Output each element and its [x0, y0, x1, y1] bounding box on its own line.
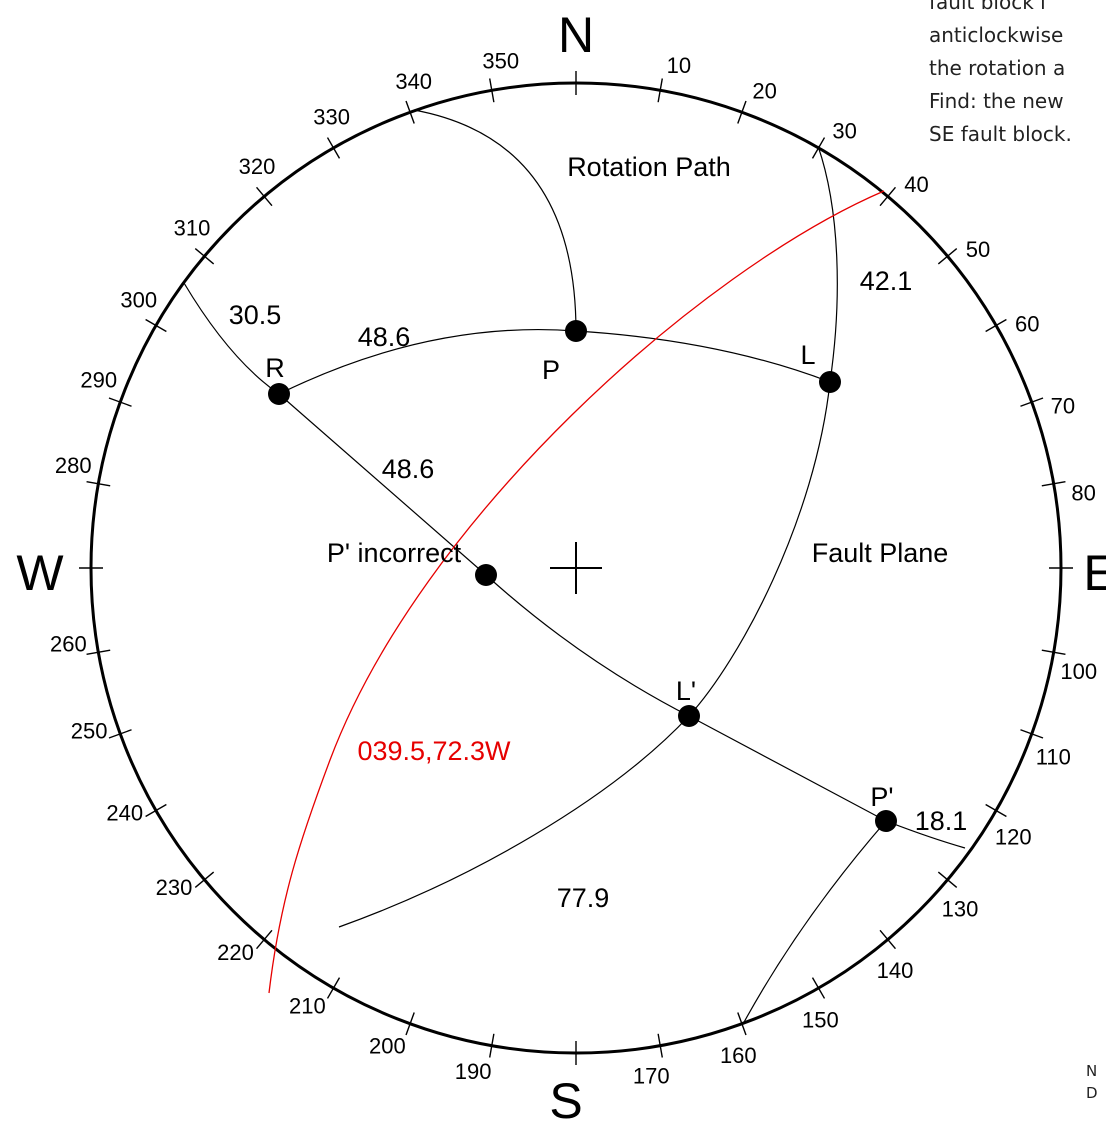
azimuth-label-340: 340	[395, 69, 432, 94]
azimuth-label-130: 130	[942, 896, 979, 921]
azimuth-label-200: 200	[369, 1033, 406, 1058]
point-r-label: R	[265, 353, 285, 383]
corner-note-line-2: D	[1086, 1084, 1098, 1102]
azimuth-label-210: 210	[289, 993, 326, 1018]
azimuth-label-160: 160	[720, 1043, 757, 1068]
azimuth-label-330: 330	[313, 105, 350, 130]
azimuth-label-300: 300	[120, 287, 157, 312]
point-l-label: L	[800, 340, 815, 370]
problem-text-line-4: Find: the new	[929, 89, 1064, 113]
azimuth-label-350: 350	[482, 48, 519, 73]
angle-48-6-lower: 48.6	[382, 454, 435, 484]
azimuth-label-260: 260	[50, 631, 87, 656]
p-prime-to-160-arc	[742, 820, 887, 1025]
fault-plane-label: Fault Plane	[812, 538, 949, 568]
azimuth-label-80: 80	[1071, 481, 1095, 506]
azimuth-label-280: 280	[55, 453, 92, 478]
azimuth-label-320: 320	[239, 154, 276, 179]
red-plane-label: 039.5,72.3W	[357, 736, 511, 766]
azimuth-label-50: 50	[966, 237, 990, 262]
azimuth-label-190: 190	[455, 1059, 492, 1084]
problem-text-line-5: SE fault block.	[929, 122, 1072, 146]
angle-48-6-upper: 48.6	[358, 322, 411, 352]
point-p-label: P	[542, 355, 560, 385]
angle-42-1: 42.1	[860, 266, 913, 296]
azimuth-label-60: 60	[1015, 312, 1039, 337]
problem-text-block: fault block i anticlockwise the rotation…	[929, 0, 1072, 151]
problem-text-line-1: fault block i	[929, 0, 1046, 14]
azimuth-label-10: 10	[667, 53, 691, 78]
azimuth-label-40: 40	[904, 172, 928, 197]
azimuth-label-170: 170	[633, 1064, 670, 1089]
azimuth-labels: 10 20 30 40 50 60 70 80 100 110 120 130 140 150 160 170…	[50, 48, 1097, 1088]
azimuth-label-230: 230	[156, 875, 193, 900]
azimuth-label-70: 70	[1051, 394, 1075, 419]
angle-18-1: 18.1	[915, 806, 968, 836]
azimuth-label-150: 150	[802, 1007, 839, 1032]
problem-text-line-3: the rotation a	[929, 56, 1066, 80]
point-p-marker	[565, 320, 587, 342]
azimuth-label-110: 110	[1036, 745, 1071, 770]
point-r-marker	[268, 383, 290, 405]
cardinal-south: S	[549, 1073, 582, 1125]
azimuth-label-120: 120	[995, 825, 1032, 850]
angle-77-9: 77.9	[557, 883, 610, 913]
primitive-circle	[89, 81, 1063, 1055]
corner-note-line-1: N	[1086, 1062, 1098, 1080]
rotation-path-arc	[413, 109, 577, 333]
red-plane-arc	[268, 190, 885, 994]
azimuth-label-290: 290	[80, 367, 117, 392]
azimuth-label-310: 310	[174, 216, 211, 241]
cardinal-north: N	[558, 7, 594, 63]
point-l-marker	[819, 371, 841, 393]
fault-plane-arc	[338, 145, 838, 928]
cardinal-west: W	[16, 545, 64, 601]
azimuth-label-240: 240	[106, 800, 143, 825]
angle-30-5: 30.5	[229, 300, 282, 330]
azimuth-label-20: 20	[752, 79, 776, 104]
azimuth-label-250: 250	[71, 718, 108, 743]
point-l-prime-label: L'	[676, 676, 696, 706]
point-p-prime-label: P'	[870, 782, 893, 812]
cardinal-east: E	[1083, 545, 1106, 601]
azimuth-label-100: 100	[1060, 659, 1097, 684]
azimuth-label-30: 30	[832, 119, 856, 144]
azimuth-label-140: 140	[877, 958, 914, 983]
point-p-prime-marker	[875, 810, 897, 832]
rotation-path-label: Rotation Path	[567, 152, 731, 182]
point-l-prime-marker	[678, 705, 700, 727]
p-prime-incorrect-label: P' incorrect	[327, 538, 462, 568]
corner-note: N D	[1086, 1060, 1098, 1104]
problem-text-line-2: anticlockwise	[929, 23, 1064, 47]
point-p-prime-incorrect-marker	[475, 564, 497, 586]
azimuth-label-220: 220	[217, 940, 254, 965]
